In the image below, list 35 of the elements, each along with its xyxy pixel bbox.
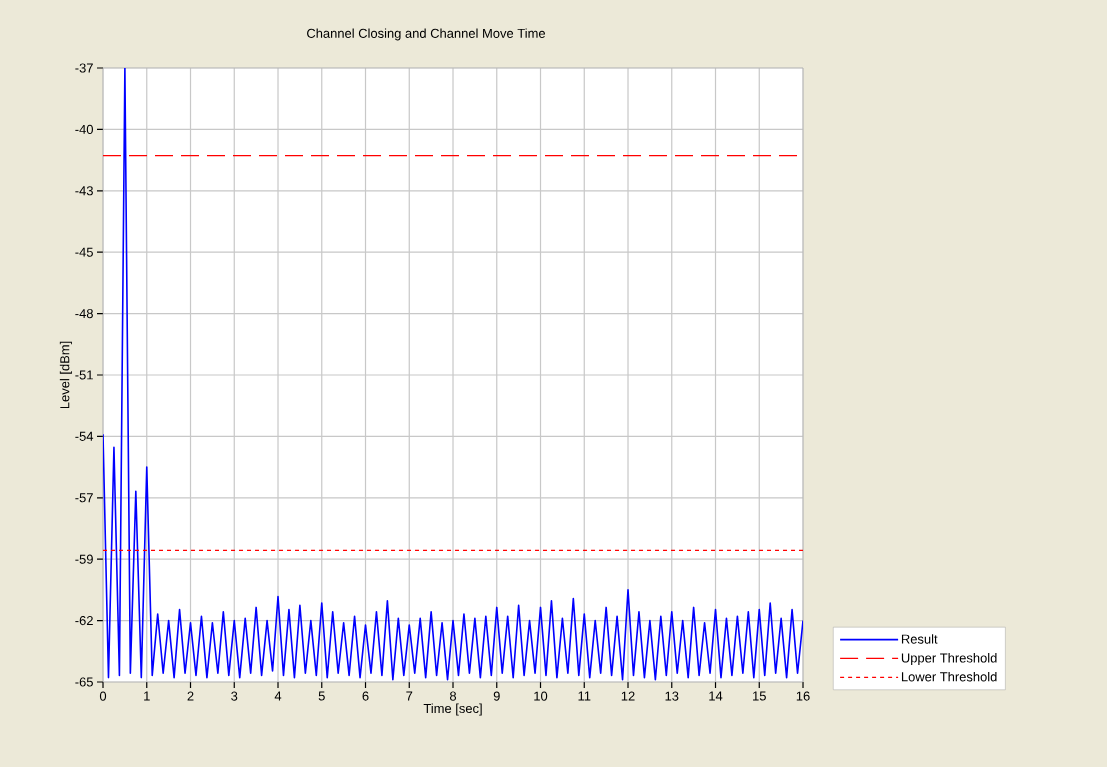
y-tick-label: -45 <box>75 247 93 257</box>
legend-label: Lower Threshold <box>901 671 997 682</box>
x-tick-label: 2 <box>187 691 194 701</box>
x-tick-label: 8 <box>449 691 457 701</box>
y-tick-label: -48 <box>75 308 93 319</box>
legend-label: Result <box>901 634 938 644</box>
y-tick-label: -40 <box>75 124 93 134</box>
y-tick-label: -65 <box>75 677 93 687</box>
y-tick-label: -62 <box>75 616 93 626</box>
x-tick-label: 0 <box>99 691 107 701</box>
y-tick-label: -54 <box>75 431 94 441</box>
x-tick-label: 10 <box>534 691 548 701</box>
x-tick-label: 12 <box>621 691 635 701</box>
x-tick-label: 4 <box>274 691 282 701</box>
x-tick-label: 7 <box>406 691 413 701</box>
chart-title: Channel Closing and Channel Move Time <box>307 28 546 41</box>
x-axis-title: Time [sec] <box>423 703 482 716</box>
y-axis-title: Level [dBm] <box>59 341 72 409</box>
legend-label: Upper Threshold <box>901 653 997 666</box>
x-tick-label: 13 <box>665 691 679 701</box>
y-tick-label: -57 <box>75 493 93 503</box>
x-tick-label: 15 <box>753 691 766 701</box>
x-tick-label: 16 <box>796 691 810 701</box>
line-series <box>103 67 804 681</box>
x-tick-label: 14 <box>709 691 723 701</box>
y-tick-label: -37 <box>75 63 93 73</box>
x-tick-label: 5 <box>318 691 325 701</box>
y-tick-label: -51 <box>75 370 93 380</box>
x-tick-label: 1 <box>144 691 150 701</box>
x-tick-label: 9 <box>493 691 500 701</box>
y-tick-label: -59 <box>75 554 93 564</box>
y-tick-label: -43 <box>75 186 93 196</box>
x-tick-label: 11 <box>578 691 591 701</box>
x-tick-label: 3 <box>231 691 238 701</box>
x-tick-label: 6 <box>362 691 369 701</box>
